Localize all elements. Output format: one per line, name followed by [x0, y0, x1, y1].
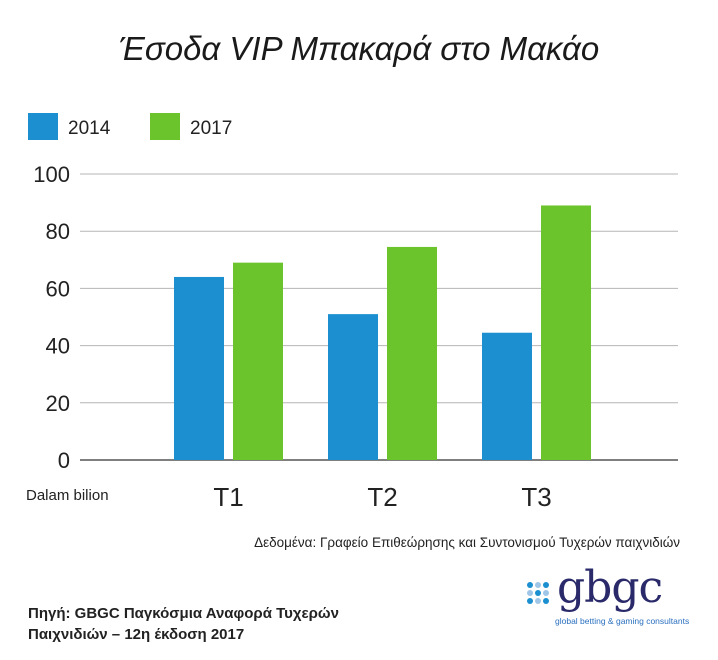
- bar-chart: 2014 2017 0 20 40 60 80 100 T1 T2 T3 Dalam bilio…: [26, 113, 678, 512]
- legend-swatch-2014: [28, 113, 58, 140]
- bar-2017-T1: [233, 262, 283, 460]
- logo-dot: [543, 590, 549, 596]
- x-axis-labels: T1 T2 T3: [213, 482, 551, 512]
- y-tick-label: 20: [46, 391, 70, 416]
- logo-dot: [543, 582, 549, 588]
- gbgc-logo: gbgc global betting & gaming consultants: [525, 562, 695, 630]
- bar-2017-T3: [541, 205, 591, 460]
- y-tick-label: 100: [33, 162, 70, 187]
- bars: [174, 205, 591, 460]
- y-tick-label: 0: [58, 448, 70, 473]
- logo-dot: [535, 582, 541, 588]
- legend-label-2014: 2014: [68, 118, 111, 139]
- bar-2017-T2: [387, 246, 437, 460]
- logo-dot: [543, 598, 549, 604]
- footer-line-2: Παιχνιδιών – 12η έκδοση 2017: [28, 626, 245, 643]
- unit-label: Dalam bilion: [26, 487, 109, 504]
- footer-source: Πηγή: GBGC Παγκόσμια Αναφορά Τυχερών Παι…: [28, 603, 388, 645]
- logo-tagline: global betting & gaming consultants: [555, 616, 690, 626]
- legend: 2014 2017: [28, 113, 232, 140]
- legend-label-2017: 2017: [190, 118, 232, 139]
- y-tick-label: 60: [46, 276, 70, 301]
- logo-dot: [527, 590, 533, 596]
- logo-dot: [527, 582, 533, 588]
- y-tick-label: 80: [46, 219, 70, 244]
- logo-wordmark: gbgc: [557, 562, 663, 613]
- bar-2014-T1: [174, 276, 224, 460]
- chart-title: Έσοδα VIP Μπακαρά στο Μακάο: [118, 30, 600, 67]
- logo-dot: [535, 598, 541, 604]
- x-tick-label: T1: [213, 482, 243, 512]
- logo-dots-icon: [527, 582, 549, 604]
- logo-dot: [527, 598, 533, 604]
- legend-swatch-2017: [150, 113, 180, 140]
- y-tick-label: 40: [46, 334, 70, 359]
- data-source-note: Δεδομένα: Γραφείο Επιθεώρησης και Συντον…: [254, 535, 680, 550]
- bar-2014-T2: [328, 314, 378, 460]
- logo-dot: [535, 590, 541, 596]
- bar-2014-T3: [482, 332, 532, 460]
- x-tick-label: T2: [367, 482, 397, 512]
- footer-line-1: Πηγή: GBGC Παγκόσμια Αναφορά Τυχερών: [28, 605, 339, 622]
- x-tick-label: T3: [521, 482, 551, 512]
- y-axis-ticks: 0 20 40 60 80 100: [33, 162, 70, 473]
